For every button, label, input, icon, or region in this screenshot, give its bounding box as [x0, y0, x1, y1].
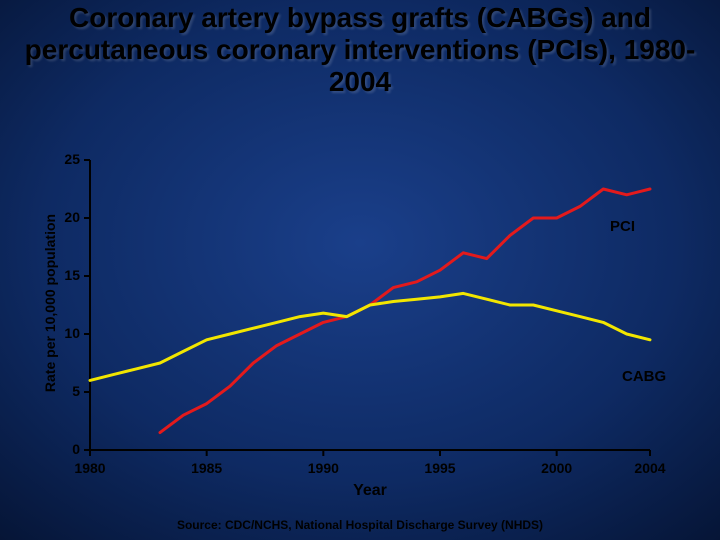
slide-root: Coronary artery bypass grafts (CABGs) an…	[0, 0, 720, 540]
y-tick-label: 0	[72, 441, 80, 457]
x-tick-label: 1995	[420, 460, 460, 476]
chart-svg	[0, 0, 720, 540]
y-axis-label: Rate per 10,000 population	[42, 193, 58, 413]
series-label-cabg: CABG	[622, 368, 666, 385]
y-tick-label: 15	[64, 267, 80, 283]
y-tick-label: 10	[64, 325, 80, 341]
x-tick-label: 1980	[70, 460, 110, 476]
series-line-cabg	[90, 293, 650, 380]
series-line-pci	[160, 189, 650, 433]
x-axis-label: Year	[330, 482, 410, 500]
x-tick-label: 2004	[630, 460, 670, 476]
y-tick-label: 25	[64, 151, 80, 167]
x-tick-label: 1990	[303, 460, 343, 476]
y-tick-label: 20	[64, 209, 80, 225]
source-citation: Source: CDC/NCHS, National Hospital Disc…	[0, 518, 720, 532]
x-tick-label: 2000	[537, 460, 577, 476]
x-tick-label: 1985	[187, 460, 227, 476]
series-label-pci: PCI	[610, 218, 635, 235]
y-tick-label: 5	[72, 383, 80, 399]
